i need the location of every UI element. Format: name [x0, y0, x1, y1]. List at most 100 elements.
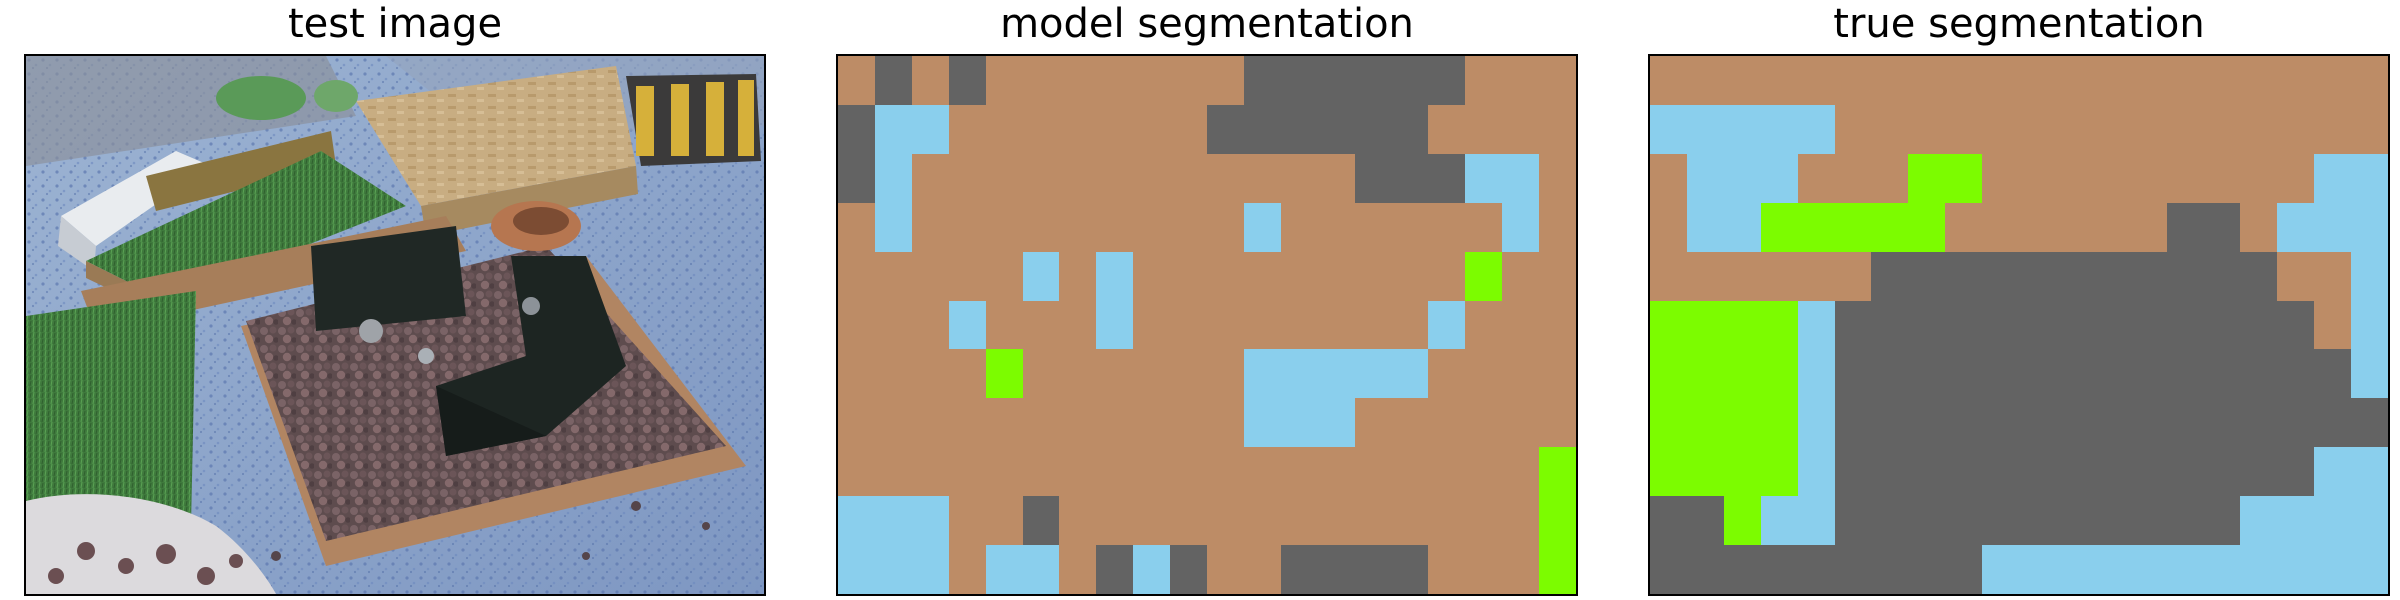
- segmentation-cell: [1982, 300, 2019, 350]
- segmentation-cell: [2203, 153, 2241, 203]
- segmentation-cell: [1096, 56, 1134, 105]
- segmentation-cell: [2129, 496, 2167, 546]
- segmentation-cell: [1428, 447, 1466, 497]
- segmentation-cell: [2314, 545, 2352, 594]
- segmentation-cell: [1133, 496, 1171, 546]
- segmentation-cell: [2019, 56, 2056, 105]
- segmentation-cell: [2019, 545, 2056, 594]
- segmentation-cell: [1096, 398, 1134, 448]
- segmentation-cell: [1686, 398, 1724, 448]
- segmentation-cell: [1502, 104, 1540, 154]
- segmentation-cell: [1391, 447, 1429, 497]
- segmentation-cell: [838, 398, 875, 448]
- segmentation-cell: [985, 153, 1023, 203]
- segmentation-cell: [1871, 251, 1909, 301]
- segmentation-cell: [2166, 153, 2204, 203]
- segmentation-cell: [911, 104, 949, 154]
- segmentation-cell: [1945, 447, 1983, 497]
- segmentation-cell: [2019, 447, 2056, 497]
- segmentation-cell: [1502, 202, 1540, 252]
- segmentation-cell: [2203, 104, 2241, 154]
- segmentation-cell: [2166, 300, 2204, 350]
- segmentation-cell: [838, 447, 875, 497]
- segmentation-cell: [2314, 496, 2352, 546]
- segmentation-cell: [2240, 56, 2278, 105]
- model-segmentation-title: model segmentation: [1000, 1, 1414, 47]
- segmentation-cell: [2314, 349, 2352, 399]
- segmentation-cell: [1502, 398, 1540, 448]
- segmentation-cell: [1207, 300, 1244, 350]
- segmentation-cell: [948, 251, 986, 301]
- segmentation-cell: [1243, 104, 1281, 154]
- segmentation-cell: [1280, 349, 1318, 399]
- segmentation-cell: [2019, 104, 2056, 154]
- segmentation-cell: [1280, 153, 1318, 203]
- segmentation-cell: [1723, 447, 1761, 497]
- segmentation-cell: [948, 153, 986, 203]
- segmentation-cell: [1317, 202, 1355, 252]
- segmentation-cell: [1908, 251, 1946, 301]
- segmentation-cell: [1686, 104, 1724, 154]
- segmentation-cell: [1170, 104, 1207, 154]
- segmentation-cell: [2092, 56, 2130, 105]
- segmentation-cell: [1280, 496, 1318, 546]
- segmentation-cell: [2351, 251, 2388, 301]
- segmentation-cell: [1207, 349, 1244, 399]
- segmentation-cell: [1022, 496, 1060, 546]
- segmentation-cell: [1686, 496, 1724, 546]
- segmentation-cell: [2166, 496, 2204, 546]
- segmentation-cell: [1797, 202, 1835, 252]
- segmentation-cell: [1428, 398, 1466, 448]
- segmentation-cell: [1207, 447, 1244, 497]
- segmentation-cell: [1723, 398, 1761, 448]
- segmentation-cell: [1133, 104, 1171, 154]
- segmentation-cell: [2166, 251, 2204, 301]
- segmentation-cell: [1096, 349, 1134, 399]
- segmentation-cell: [1982, 496, 2019, 546]
- segmentation-cell: [1354, 545, 1392, 594]
- segmentation-cell: [2240, 496, 2278, 546]
- segmentation-cell: [1059, 349, 1097, 399]
- segmentation-cell: [1133, 300, 1171, 350]
- segmentation-cell: [1207, 496, 1244, 546]
- segmentation-cell: [1170, 447, 1207, 497]
- segmentation-cell: [1539, 349, 1576, 399]
- segmentation-cell: [874, 545, 912, 594]
- segmentation-cell: [1096, 153, 1134, 203]
- segmentation-cell: [874, 447, 912, 497]
- segmentation-cell: [2240, 104, 2278, 154]
- segmentation-cell: [2277, 300, 2315, 350]
- segmentation-cell: [2203, 447, 2241, 497]
- segmentation-cell: [1686, 251, 1724, 301]
- segmentation-cell: [1059, 104, 1097, 154]
- segmentation-cell: [1243, 398, 1281, 448]
- segmentation-cell: [838, 251, 875, 301]
- test-image-panel: test image: [24, 0, 766, 600]
- segmentation-cell: [1760, 447, 1798, 497]
- segmentation-cell: [1502, 251, 1540, 301]
- segmentation-cell: [1502, 545, 1540, 594]
- segmentation-cell: [1686, 545, 1724, 594]
- segmentation-cell: [2240, 447, 2278, 497]
- segmentation-cell: [1908, 545, 1946, 594]
- segmentation-cell: [2277, 202, 2315, 252]
- segmentation-cell: [2314, 398, 2352, 448]
- segmentation-cell: [1243, 545, 1281, 594]
- segmentation-cell: [2129, 56, 2167, 105]
- segmentation-cell: [1059, 398, 1097, 448]
- segmentation-cell: [1428, 153, 1466, 203]
- segmentation-cell: [1391, 398, 1429, 448]
- segmentation-cell: [1465, 153, 1503, 203]
- segmentation-cell: [1871, 545, 1909, 594]
- segmentation-cell: [1871, 398, 1909, 448]
- segmentation-cell: [1428, 104, 1466, 154]
- segmentation-cell: [1207, 104, 1244, 154]
- segmentation-cell: [1354, 104, 1392, 154]
- segmentation-cell: [1280, 447, 1318, 497]
- segmentation-cell: [1280, 56, 1318, 105]
- segmentation-cell: [1797, 300, 1835, 350]
- segmentation-cell: [1317, 447, 1355, 497]
- true-segmentation-grid: [1650, 56, 2388, 594]
- segmentation-cell: [2092, 202, 2130, 252]
- segmentation-cell: [1133, 153, 1171, 203]
